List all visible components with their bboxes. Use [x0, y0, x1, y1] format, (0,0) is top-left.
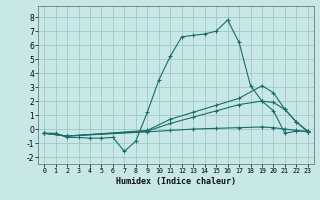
- X-axis label: Humidex (Indice chaleur): Humidex (Indice chaleur): [116, 177, 236, 186]
